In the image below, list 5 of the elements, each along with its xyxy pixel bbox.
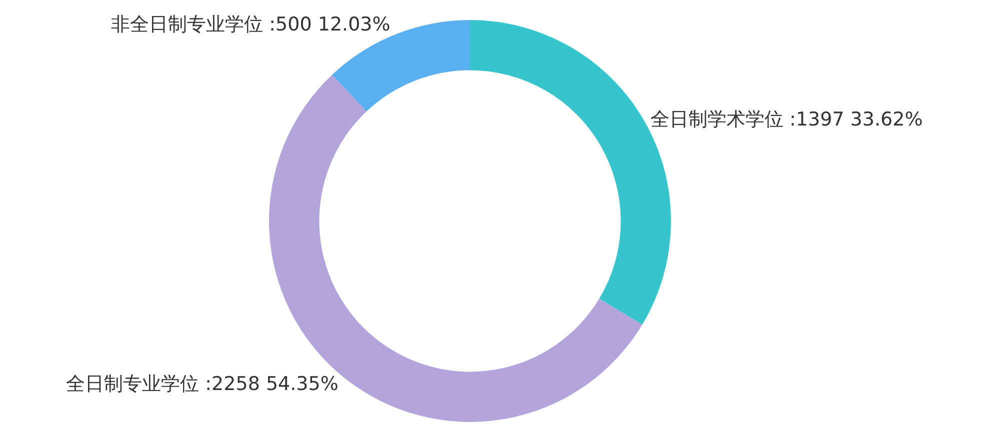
donut-slice [470,20,671,325]
donut-slice [269,74,642,422]
slice-label: 非全日制专业学位 :500 12.03% [111,14,390,36]
slice-label: 全日制学术学位 :1397 33.62% [650,108,923,130]
slice-label: 全日制专业学位 :2258 54.35% [66,373,338,396]
